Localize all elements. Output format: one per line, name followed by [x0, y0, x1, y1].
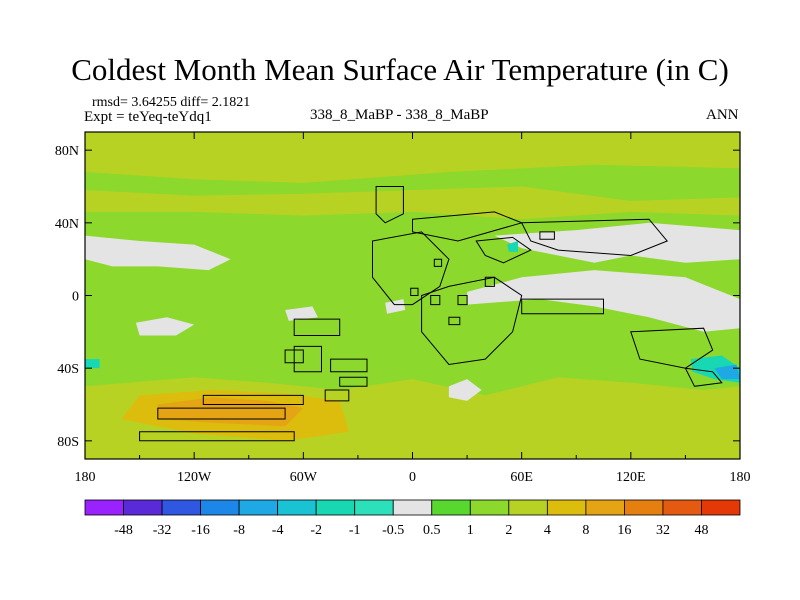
y-tick-label: 0: [72, 290, 79, 305]
land-outline-19: [430, 295, 441, 306]
comparison-label: 338_8_MaBP - 338_8_MaBP: [310, 107, 489, 123]
y-tick-label: 80N: [55, 144, 79, 159]
contour-region-11: [448, 379, 482, 401]
x-tick-label: 60E: [510, 470, 533, 485]
colorbar-swatch: [315, 499, 356, 516]
land-outline-13: [421, 276, 523, 366]
land-outline-2: [293, 345, 322, 373]
land-outline-8: [324, 389, 350, 402]
colorbar-swatch: [161, 499, 201, 516]
colorbar-swatch: [469, 499, 510, 516]
land-outline-layer: [139, 186, 723, 442]
contour-region-8: [135, 317, 195, 336]
land-outline-18: [684, 367, 723, 387]
land-outline-3: [330, 358, 368, 373]
colorbar-label: -4: [272, 523, 284, 538]
land-outline-21: [484, 276, 495, 287]
contour-region-12: [385, 299, 406, 314]
land-outline-10: [375, 186, 404, 224]
colorbar-label: -8: [233, 523, 245, 538]
colorbar-swatch: [508, 499, 548, 516]
x-tick-label: 180: [730, 470, 751, 485]
x-tick-label: 0: [409, 470, 416, 485]
colorbar-label: 1: [467, 523, 474, 538]
contour-region-2: [85, 132, 740, 183]
colorbar-label: 32: [656, 523, 670, 538]
contour-region-17: [507, 241, 518, 252]
land-outline-25: [448, 316, 461, 326]
colorbar-swatch: [392, 499, 433, 516]
land-outline-6: [339, 376, 368, 387]
colorbar-swatch: [238, 499, 279, 516]
y-tick-label: 40S: [57, 362, 79, 377]
colorbar-label: -16: [191, 523, 210, 538]
contour-region-13: [285, 306, 318, 321]
land-outline-12: [372, 231, 450, 306]
colorbar-swatch: [84, 499, 124, 516]
colorbar-label: 2: [505, 523, 512, 538]
colorbar-label: 0.5: [423, 523, 441, 538]
colorbar-label: 8: [582, 523, 589, 538]
axis-layer: 180 120W 60W 0 60E 120E 180 80N 40N 0 40S 80S: [55, 132, 751, 485]
land-outline-14: [475, 236, 532, 264]
land-outline-17: [630, 327, 714, 369]
land-outline-20: [457, 295, 468, 306]
y-tick-label: 80S: [57, 435, 79, 450]
x-tick-label: 60W: [290, 470, 318, 485]
land-outline-1: [293, 318, 341, 336]
x-tick-label: 180: [75, 470, 96, 485]
experiment-label: Expt = teYeq-teYdq1: [84, 109, 212, 125]
colorbar-swatch: [200, 499, 240, 516]
colorbar-label: 48: [694, 523, 708, 538]
land-outline-24: [539, 231, 555, 240]
colorbar-label: -2: [310, 523, 322, 538]
colorbar-label: -48: [114, 523, 133, 538]
colorbar-label: -32: [153, 523, 172, 538]
colorbar-swatch: [277, 499, 317, 516]
colorbar-label: 16: [617, 523, 631, 538]
colorbar-label: -1: [349, 523, 361, 538]
x-tick-label: 120E: [616, 470, 646, 485]
land-outline-4: [157, 407, 286, 420]
land-outline-15: [521, 298, 604, 315]
land-outline-22: [433, 258, 443, 267]
colorbar-swatch: [546, 499, 587, 516]
land-outline-9: [284, 349, 304, 364]
colorbar-swatch: [624, 499, 664, 516]
land-outline-11: [412, 211, 524, 242]
colorbar-swatch: [354, 499, 394, 516]
colorbar-swatch: [701, 499, 741, 516]
colorbar-swatch: [585, 499, 625, 516]
x-tick-label: 120W: [177, 470, 212, 485]
colorbar-swatch: [431, 499, 471, 516]
land-outline-16: [520, 218, 669, 257]
season-label: ANN: [706, 107, 739, 123]
contour-region-7: [85, 235, 231, 271]
contour-region-10: [494, 222, 740, 263]
contour-region-3: [85, 186, 740, 220]
y-tick-label: 40N: [55, 217, 79, 232]
colorbar-swatch: [123, 499, 163, 516]
contour-region-16: [85, 359, 100, 369]
colorbar-label: -0.5: [382, 523, 404, 538]
colorbar: -48 -32 -16 -8 -4 -2 -1 -0.5 0.5 1 2 4 8 16 32 48: [84, 499, 741, 538]
chart-title: Coldest Month Mean Surface Air Temperatu…: [71, 52, 729, 87]
land-outline-23: [410, 287, 419, 296]
stats-label: rmsd= 3.64255 diff= 2.1821: [92, 95, 251, 110]
colorbar-swatch: [662, 499, 702, 516]
land-outline-5: [202, 394, 304, 405]
colorbar-label: 4: [544, 523, 551, 538]
land-outline-7: [139, 431, 295, 442]
